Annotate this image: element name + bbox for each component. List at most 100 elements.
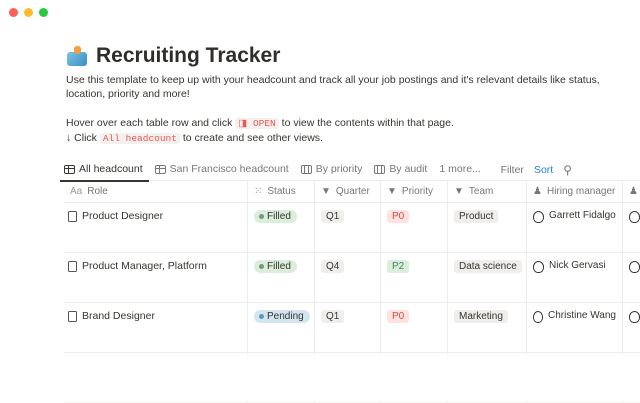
table-icon	[64, 164, 75, 174]
status-cell[interactable]: Filled	[248, 203, 315, 252]
close-button[interactable]	[9, 8, 18, 17]
manager-name: Christine Wang	[548, 310, 616, 321]
team-tag: Data science	[454, 260, 522, 273]
hint-text: Hover over each table row and click ◨ OP…	[66, 116, 626, 146]
page-icon	[68, 261, 77, 272]
priority-tag: P0	[387, 310, 410, 323]
status-badge: Filled	[254, 210, 297, 223]
select-icon: ▼	[321, 186, 331, 197]
status-icon: ⁙	[254, 186, 263, 197]
tab-all-headcount[interactable]: All headcount	[60, 158, 149, 182]
page-description: Use this template to keep up with your h…	[66, 74, 600, 100]
column-header-quarter[interactable]: ▼ Quarter	[315, 181, 381, 202]
role-cell[interactable]: Product Designer	[64, 203, 248, 252]
hiring-manager-cell[interactable]: Nick Gervasi	[527, 253, 623, 302]
hint1-after: to view the contents within that page.	[281, 117, 454, 129]
tab-label: By priority	[315, 163, 363, 175]
table-icon	[154, 164, 166, 174]
select-icon: ▼	[387, 186, 397, 197]
all-headcount-code: All headcount	[99, 133, 180, 144]
manager-name: Nick Gervasi	[549, 260, 606, 271]
tab-by-audit[interactable]: By audit	[374, 158, 427, 181]
column-header-team[interactable]: ▼ Team	[448, 181, 527, 202]
page-icon	[68, 211, 77, 222]
column-label: Role	[87, 186, 108, 197]
role-cell[interactable]: Product Manager, Platform	[64, 253, 248, 302]
more-views-button[interactable]: 1 more...	[439, 158, 480, 181]
minimize-button[interactable]	[24, 8, 33, 17]
board-icon	[374, 164, 386, 174]
hiring-manager-cell[interactable]: Christine Wang	[527, 303, 623, 352]
status-badge: Pending	[254, 310, 310, 323]
priority-tag: P0	[387, 210, 410, 223]
hiring-manager-cell[interactable]: Garrett Fidalgo	[527, 203, 623, 252]
quarter-cell[interactable]: Q4	[315, 253, 381, 302]
table-row[interactable]: Brand Designer Pending Q1 P0 Marketing C…	[64, 303, 640, 353]
avatar	[533, 211, 544, 223]
text-type-icon: Aa	[70, 186, 83, 197]
avatar	[629, 261, 640, 273]
role-name: Brand Designer	[82, 310, 155, 322]
column-label: Priority	[401, 186, 434, 197]
tab-san-francisco-headcount[interactable]: San Francisco headcount	[154, 158, 289, 181]
team-tag: Marketing	[454, 310, 508, 323]
column-header-role[interactable]: Aa Role	[64, 181, 248, 202]
team-cell[interactable]: Product	[448, 203, 527, 252]
table-row[interactable]: Product Designer Filled Q1 P0 Product Ga…	[64, 203, 640, 253]
page-icon	[68, 311, 77, 322]
team-cell[interactable]: Data science	[448, 253, 527, 302]
hint1-text: Hover over each table row and click	[66, 117, 233, 129]
column-label: Status	[267, 186, 296, 197]
quarter-cell[interactable]: Q1	[315, 203, 381, 252]
tab-by-priority[interactable]: By priority	[300, 158, 363, 181]
team-tag: Product	[454, 210, 499, 223]
quarter-tag: Q4	[321, 260, 345, 273]
column-label: Hiring manager	[546, 186, 616, 197]
extra-cell[interactable]	[623, 253, 640, 302]
status-cell[interactable]: Pending	[248, 303, 315, 352]
quarter-tag: Q1	[321, 210, 345, 223]
avatar	[629, 211, 640, 223]
tab-label: All headcount	[79, 163, 143, 175]
quarter-tag: Q1	[321, 310, 345, 323]
extra-cell[interactable]	[623, 303, 640, 352]
tab-label: By audit	[389, 163, 428, 175]
role-name: Product Manager, Platform	[82, 260, 207, 272]
priority-tag: P2	[387, 260, 410, 273]
people-icon: ♟	[629, 186, 638, 197]
role-name: Product Designer	[82, 210, 164, 222]
sort-button[interactable]: Sort	[533, 163, 554, 176]
page-fade	[0, 357, 640, 400]
role-cell[interactable]: Brand Designer	[64, 303, 248, 352]
status-badge: Filled	[254, 260, 297, 273]
maximize-button[interactable]	[39, 8, 48, 17]
table-row[interactable]: Product Manager, Platform Filled Q4 P2 D…	[64, 253, 640, 303]
column-header-hiring-manager[interactable]: ♟ Hiring manager	[527, 181, 623, 202]
hint2-text: ↓ Click	[66, 132, 97, 144]
extra-cell[interactable]	[623, 203, 640, 252]
more-label: 1 more...	[439, 163, 481, 175]
column-header-status[interactable]: ⁙ Status	[248, 181, 315, 202]
page-title-text: Recruiting Tracker	[96, 44, 281, 67]
column-label: Quarter	[335, 186, 370, 197]
column-header-more[interactable]: ♟	[623, 181, 640, 202]
view-tabs: All headcount San Francisco headcount By…	[60, 158, 640, 182]
ballot-box-icon	[66, 46, 88, 66]
table-header: Aa Role ⁙ Status ▼ Quarter ▼ Priority ▼ Team …	[64, 181, 640, 203]
window-controls	[9, 8, 48, 17]
column-header-priority[interactable]: ▼ Priority	[381, 181, 448, 202]
avatar	[533, 311, 543, 323]
open-code: ◨ OPEN	[235, 118, 279, 129]
priority-cell[interactable]: P0	[381, 203, 448, 252]
quarter-cell[interactable]: Q1	[315, 303, 381, 352]
hint2-after: to create and see other views.	[182, 132, 323, 144]
people-icon: ♟	[533, 186, 542, 197]
tab-label: San Francisco headcount	[169, 163, 289, 175]
team-cell[interactable]: Marketing	[448, 303, 527, 352]
page-title: Recruiting Tracker	[66, 44, 280, 68]
status-cell[interactable]: Filled	[248, 253, 315, 302]
priority-cell[interactable]: P2	[381, 253, 448, 302]
filter-button[interactable]: Filter	[500, 163, 524, 176]
search-icon[interactable]: ⚲	[563, 162, 572, 177]
priority-cell[interactable]: P0	[381, 303, 448, 352]
